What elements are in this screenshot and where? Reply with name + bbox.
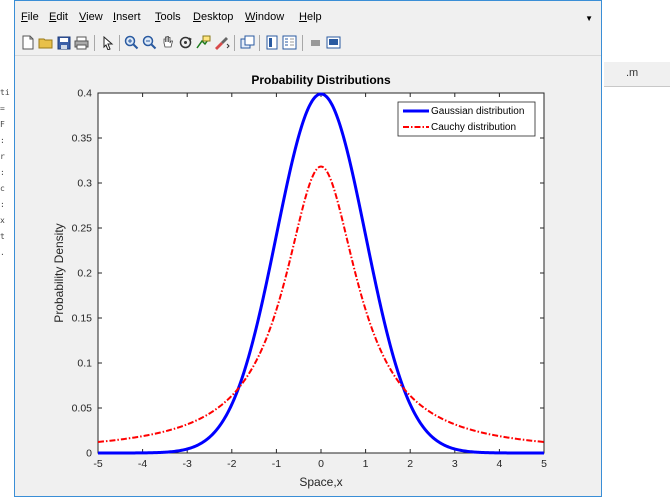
y-tick-label: 0 bbox=[86, 448, 92, 460]
background-code-fragment: F bbox=[0, 120, 5, 129]
figure-window: File Edit View Insert Tools Desktop Wind… bbox=[14, 0, 602, 497]
x-tick-label: -3 bbox=[183, 458, 192, 470]
menu-overflow-icon[interactable]: ▼ bbox=[585, 14, 593, 23]
x-axis-label: Space,x bbox=[299, 475, 342, 489]
colorbar-icon[interactable] bbox=[263, 34, 280, 51]
background-code-fragment: ti bbox=[0, 88, 10, 97]
y-tick-label: 0.35 bbox=[72, 133, 93, 145]
x-tick-label: -1 bbox=[272, 458, 281, 470]
menu-help[interactable]: Help bbox=[299, 11, 322, 23]
hide-plot-tools-icon[interactable] bbox=[307, 34, 324, 51]
series-line-cauchy[interactable] bbox=[97, 165, 545, 443]
background-code-fragment: = bbox=[0, 104, 5, 113]
x-tick-label: 1 bbox=[363, 458, 369, 470]
select-arrow-icon[interactable] bbox=[99, 34, 116, 51]
x-tick-label: 5 bbox=[541, 458, 547, 470]
toolbar-separator bbox=[94, 35, 95, 51]
legend-label-gaussian: Gaussian distribution bbox=[431, 106, 524, 117]
menu-file[interactable]: File bbox=[21, 11, 39, 23]
menu-bar: File Edit View Insert Tools Desktop Wind… bbox=[15, 9, 601, 29]
background-code-fragment: : bbox=[0, 200, 5, 209]
x-tick-label: 2 bbox=[407, 458, 413, 470]
plot-area: Probability Distributions Space,x Probab… bbox=[15, 56, 601, 496]
background-code-fragment: c bbox=[0, 184, 5, 193]
background-tab-label: .m bbox=[626, 67, 639, 79]
x-tick-label: 0 bbox=[318, 458, 324, 470]
y-tick-label: 0.05 bbox=[72, 403, 93, 415]
background-editor-tab[interactable] bbox=[604, 62, 670, 87]
menu-edit[interactable]: Edit bbox=[49, 11, 68, 23]
toolbar-separator bbox=[259, 35, 260, 51]
legend-icon[interactable] bbox=[281, 34, 298, 51]
background-code-fragment: t bbox=[0, 232, 5, 241]
menu-tools[interactable]: Tools bbox=[155, 11, 181, 23]
background-code-fragment: . bbox=[0, 248, 5, 257]
link-plot-icon[interactable] bbox=[239, 34, 256, 51]
y-tick-label: 0.25 bbox=[72, 223, 93, 235]
zoom-out-icon[interactable] bbox=[141, 34, 158, 51]
y-tick-label: 0.4 bbox=[77, 88, 92, 100]
new-figure-icon[interactable] bbox=[19, 34, 36, 51]
background-editor-strip: ti = F: r: c: x t. bbox=[0, 0, 14, 499]
show-plot-tools-icon[interactable] bbox=[325, 34, 342, 51]
series-line-gaussian[interactable] bbox=[98, 92, 544, 455]
background-code-fragment: : bbox=[0, 168, 5, 177]
y-tick-label: 0.15 bbox=[72, 313, 93, 325]
toolbar-separator bbox=[234, 35, 235, 51]
legend-box bbox=[397, 101, 536, 137]
y-tick-label: 0.1 bbox=[77, 358, 92, 370]
background-code-fragment: r bbox=[0, 152, 5, 161]
open-file-icon[interactable] bbox=[37, 34, 54, 51]
x-tick-label: -4 bbox=[138, 458, 147, 470]
rotate-3d-icon[interactable] bbox=[177, 34, 194, 51]
menu-insert[interactable]: Insert bbox=[113, 11, 141, 23]
zoom-in-icon[interactable] bbox=[123, 34, 140, 51]
background-code-fragment: : bbox=[0, 136, 5, 145]
legend-label-cauchy: Cauchy distribution bbox=[431, 122, 516, 133]
y-tick-label: 0.2 bbox=[77, 268, 92, 280]
x-tick-label: 4 bbox=[496, 458, 502, 470]
x-tick-label: 3 bbox=[452, 458, 458, 470]
y-tick-label: 0.3 bbox=[77, 178, 92, 190]
save-icon[interactable] bbox=[55, 34, 72, 51]
background-code-fragment: x bbox=[0, 216, 5, 225]
y-axis-label: Probability Density bbox=[52, 223, 66, 322]
menu-desktop[interactable]: Desktop bbox=[193, 11, 234, 23]
chart-svg[interactable]: Probability Distributions Space,x Probab… bbox=[15, 56, 601, 496]
pan-icon[interactable] bbox=[159, 34, 176, 51]
menu-window[interactable]: Window bbox=[245, 11, 285, 23]
print-icon[interactable] bbox=[73, 34, 90, 51]
toolbar-separator bbox=[119, 35, 120, 51]
axes-box bbox=[97, 92, 545, 454]
x-tick-label: -5 bbox=[93, 458, 102, 470]
brush-icon[interactable] bbox=[213, 34, 230, 51]
legend[interactable]: Gaussian distribution Cauchy distributio… bbox=[397, 101, 536, 137]
x-tick-label: -2 bbox=[227, 458, 236, 470]
chart-title: Probability Distributions bbox=[251, 73, 391, 87]
toolbar-separator bbox=[302, 35, 303, 51]
data-cursor-icon[interactable] bbox=[195, 34, 212, 51]
menu-view[interactable]: View bbox=[79, 11, 103, 23]
figure-toolbar bbox=[15, 31, 601, 56]
